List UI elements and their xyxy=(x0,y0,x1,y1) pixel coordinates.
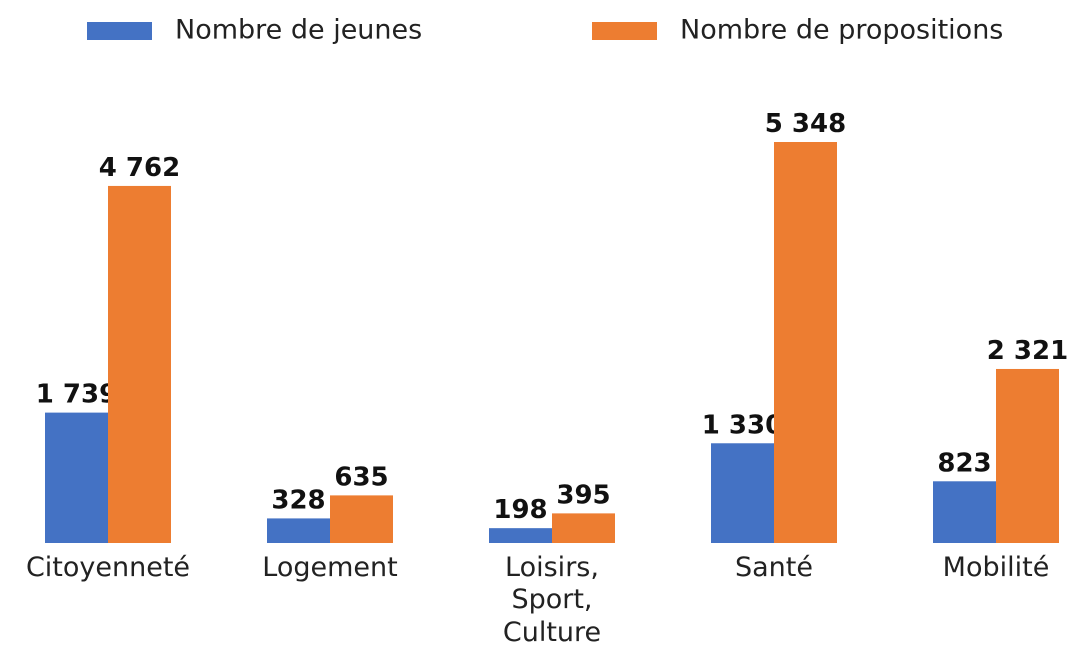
bar xyxy=(108,185,171,544)
value-label: 1 330 xyxy=(702,410,783,440)
bar xyxy=(267,518,330,543)
value-label: 2 321 xyxy=(987,336,1068,366)
value-label: 4 762 xyxy=(99,153,180,183)
category-label: Logement xyxy=(262,552,398,583)
legend-label: Nombre de propositions xyxy=(680,15,1003,46)
value-label: 5 348 xyxy=(765,109,846,139)
value-label: 395 xyxy=(556,480,610,510)
category-label: Citoyenneté xyxy=(25,552,191,583)
bar xyxy=(774,142,837,543)
value-label: 1 739 xyxy=(36,380,117,410)
value-label: 328 xyxy=(271,485,325,515)
category-label: Mobilité xyxy=(942,552,1050,583)
value-label: 823 xyxy=(937,448,991,478)
bar xyxy=(552,513,615,543)
category-label: Loisirs, Sport, Culture xyxy=(502,552,602,648)
legend-label: Nombre de jeunes xyxy=(175,15,422,46)
value-label: 198 xyxy=(493,495,547,525)
legend-swatch xyxy=(87,22,152,40)
bar xyxy=(489,528,552,543)
category-label: Santé xyxy=(735,552,813,583)
bar xyxy=(711,443,774,543)
bar xyxy=(996,368,1059,543)
value-label: 635 xyxy=(334,462,388,492)
legend-swatch xyxy=(592,22,657,40)
bar xyxy=(45,412,108,543)
bar xyxy=(933,481,996,543)
bar xyxy=(330,495,393,543)
